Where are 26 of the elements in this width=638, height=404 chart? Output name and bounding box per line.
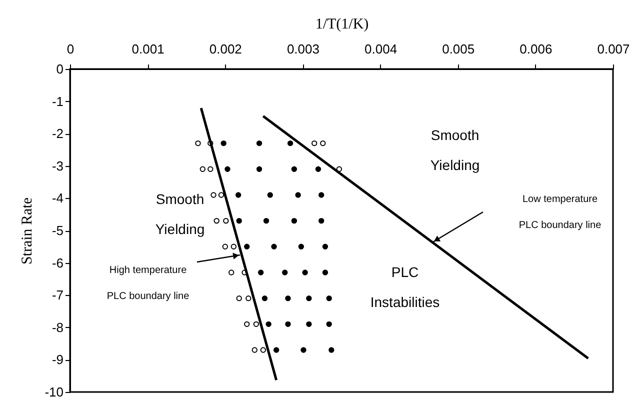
text: High temperature PLC boundary line [106,265,190,302]
text: Low temperature PLC boundary line [518,194,602,231]
y-tick-label: -6 [52,255,64,270]
y-tick-label: -4 [52,190,64,206]
x-axis-title: 1/T(1/K) [315,16,369,32]
x-tick-label: 0.006 [520,42,552,56]
x-tick-label: 0.004 [364,42,398,56]
y-tick-label: -2 [52,126,64,142]
x-tick-label: 0.003 [286,42,320,56]
y-tick-label: -5 [52,223,64,238]
y-tick-label: -1 [52,94,64,109]
y-tick-label: -7 [52,288,64,303]
y-tick-label: 0 [56,62,64,76]
annotation: Smooth Yielding [430,127,480,173]
x-tick-label: 0.007 [597,42,630,56]
y-tick-label: -8 [52,320,64,335]
annotation: Smooth Yielding [155,191,205,237]
x-tick-label: 0.005 [442,42,475,56]
x-tick-label: 0.001 [132,42,164,56]
y-axis-title: Strain Rate [20,197,36,265]
x-tick-label: 0.002 [209,42,242,56]
y-tick-label: -3 [52,158,64,174]
annotation: PLC Instabilities [370,264,440,310]
y-tick-label: -10 [44,384,64,400]
y-tick-label: -9 [52,352,64,368]
x-tick-label: 0 [66,42,74,56]
